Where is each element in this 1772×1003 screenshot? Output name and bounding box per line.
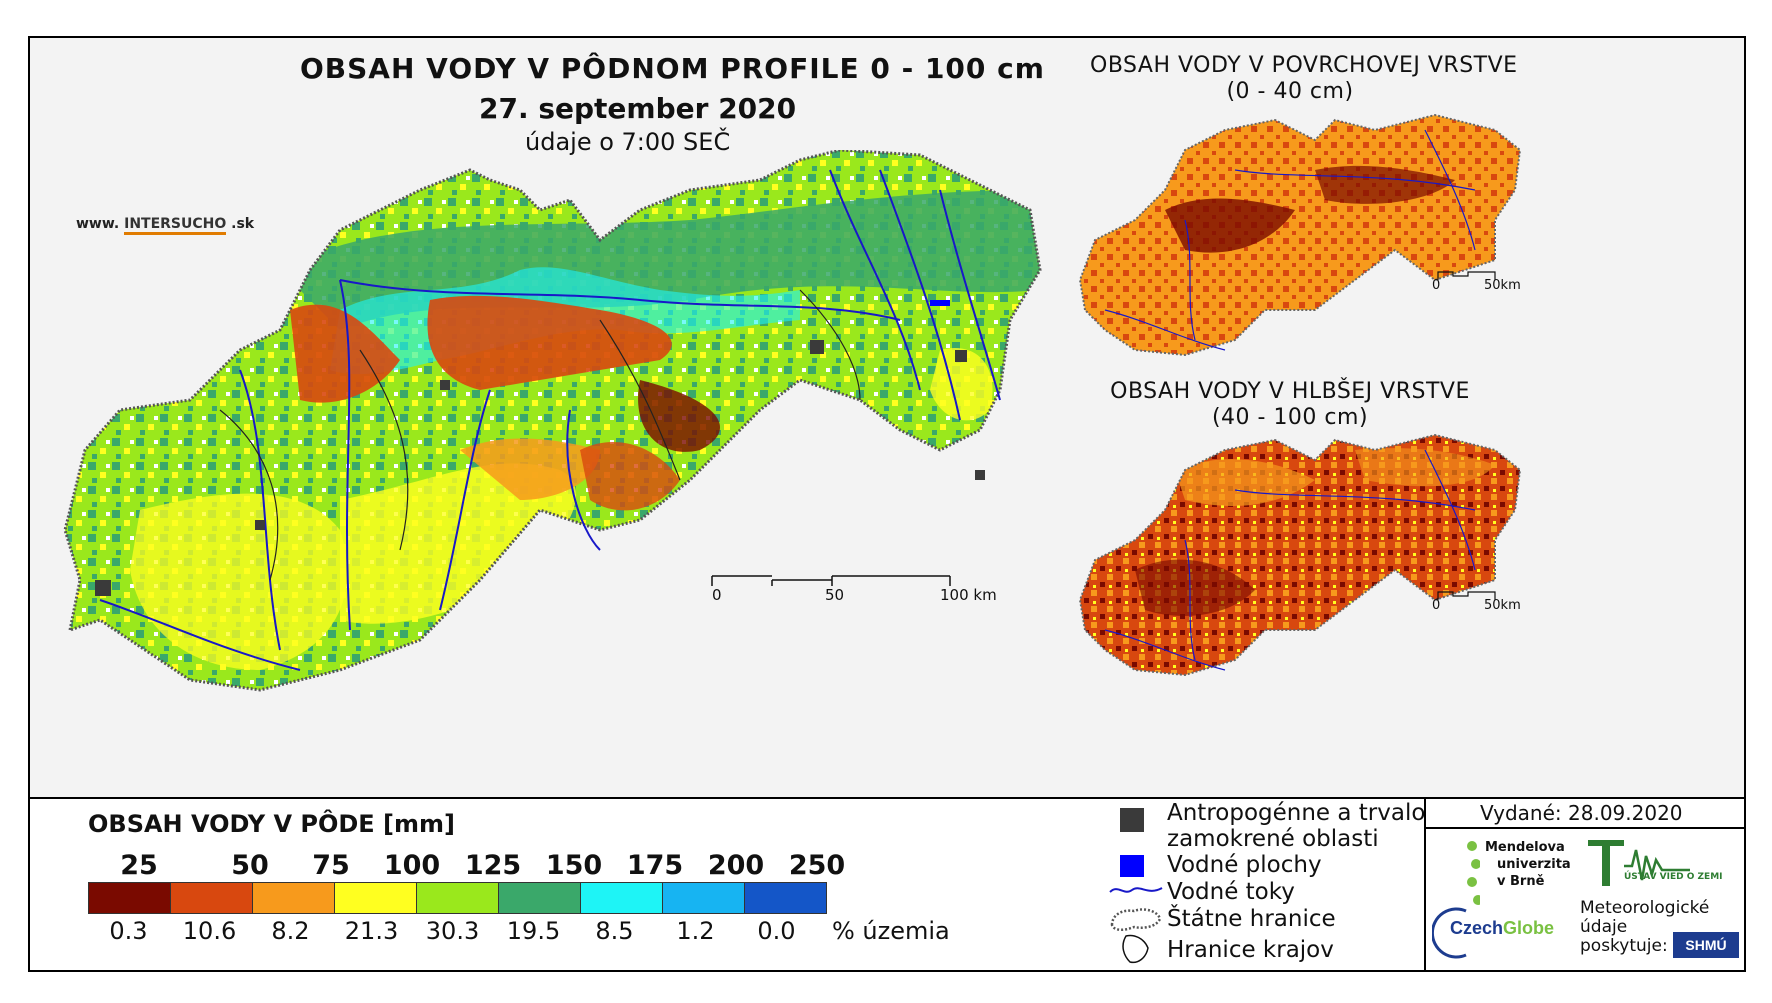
main-scale-bar <box>711 575 951 586</box>
mendel-dots-icon <box>1467 841 1480 905</box>
legend-threshold: 100 <box>383 850 441 881</box>
legend-swatch-1 <box>89 883 171 913</box>
water-body-label: Vodné plochy <box>1167 852 1322 878</box>
state-border-label: Štátne hranice <box>1167 906 1336 932</box>
surface-layer-map <box>1078 113 1522 357</box>
urban-area-label-2: zamokrené oblasti <box>1167 826 1379 852</box>
legend-percentage: 0.0 <box>757 917 796 945</box>
legend-threshold: 175 <box>626 850 684 881</box>
legend-swatch-9 <box>745 883 826 913</box>
legend-threshold: 50 <box>231 850 269 881</box>
region-border-symbol <box>1122 934 1149 964</box>
ustav-logo-icon <box>1588 840 1690 886</box>
mendel-logo-text-3: v Brně <box>1497 874 1545 889</box>
legend-swatch-2 <box>171 883 253 913</box>
legend-swatch-8 <box>663 883 745 913</box>
czechglobe-logo-text: CzechGlobe <box>1450 918 1555 938</box>
surface-map-title: OBSAH VODY V POVRCHOVEJ VRSTVE <box>1090 53 1518 78</box>
legend-swatch-4 <box>335 883 417 913</box>
issued-date: Vydané: 28.09.2020 <box>1480 801 1683 825</box>
map-title: OBSAH VODY V PÔDNOM PROFILE 0 - 100 cm <box>300 52 1045 85</box>
percent-label: % územia <box>832 917 950 945</box>
river-symbol <box>1109 887 1163 893</box>
deep-scale-end: 50km <box>1484 598 1521 613</box>
legend-percentage: 1.2 <box>676 917 715 945</box>
legend-percentage: 21.3 <box>344 917 399 945</box>
logos-divider <box>1424 797 1426 972</box>
deep-scale-bar <box>1437 591 1496 600</box>
legend-percentage: 19.5 <box>506 917 561 945</box>
legend-swatch-5 <box>417 883 499 913</box>
deep-layer-map <box>1078 433 1522 677</box>
legend-percentage: 8.5 <box>595 917 634 945</box>
surface-scale-bar <box>1437 271 1496 280</box>
surface-map-subtitle: (0 - 40 cm) <box>1226 79 1354 104</box>
deep-map-subtitle: (40 - 100 cm) <box>1211 405 1369 430</box>
meteo-note-2: údaje <box>1580 917 1628 937</box>
czechglobe-arc-icon <box>1432 907 1467 959</box>
surface-scale-zero: 0 <box>1432 278 1441 293</box>
legend-percentage: 8.2 <box>271 917 310 945</box>
ustav-logo-text: ÚSTAV VIED O ZEMI <box>1624 872 1723 882</box>
legend-threshold: 75 <box>312 850 350 881</box>
urban-area-label-1: Antropogénne a trvalo <box>1167 800 1426 826</box>
deep-map-title: OBSAH VODY V HLBŠEJ VRSTVE <box>1110 379 1470 404</box>
legend-threshold: 250 <box>788 850 846 881</box>
website-link[interactable]: www. INTERSUCHO .sk <box>76 216 254 235</box>
legend-swatch-3 <box>253 883 335 913</box>
meteo-note-3: poskytuje: <box>1580 936 1668 956</box>
water-body-symbol <box>1120 855 1144 877</box>
main-scale-zero: 0 <box>712 586 722 604</box>
legend-color-ramp <box>88 882 827 914</box>
state-border-symbol <box>1110 908 1162 931</box>
legend-threshold: 150 <box>545 850 603 881</box>
legend-percentage: 10.6 <box>182 917 237 945</box>
legend-title: OBSAH VODY V PÔDE [mm] <box>88 810 456 838</box>
legend-percentage: 0.3 <box>109 917 148 945</box>
legend-threshold: 25 <box>120 850 158 881</box>
legend-swatch-7 <box>581 883 663 913</box>
legend-threshold: 200 <box>707 850 765 881</box>
urban-area-symbol <box>1120 808 1144 832</box>
region-border-label: Hranice krajov <box>1167 937 1334 963</box>
issued-divider <box>1424 827 1746 829</box>
map-date: 27. september 2020 <box>479 92 797 125</box>
mendel-logo-text-2: univerzita <box>1497 857 1571 872</box>
legend-percentage: 30.3 <box>425 917 480 945</box>
surface-scale-end: 50km <box>1484 278 1521 293</box>
mendel-logo-text-1: Mendelova <box>1485 840 1565 855</box>
river-label: Vodné toky <box>1167 879 1295 905</box>
legend-swatch-6 <box>499 883 581 913</box>
main-soil-moisture-map <box>63 150 1042 692</box>
shmu-logo: SHMÚ <box>1673 932 1739 958</box>
main-scale-mid: 50 <box>825 586 845 604</box>
deep-scale-zero: 0 <box>1432 598 1441 613</box>
meteo-note-1: Meteorologické <box>1580 898 1710 918</box>
legend-threshold: 125 <box>464 850 522 881</box>
data-time-note: údaje o 7:00 SEČ <box>525 128 731 156</box>
main-scale-end: 100 km <box>940 586 997 604</box>
